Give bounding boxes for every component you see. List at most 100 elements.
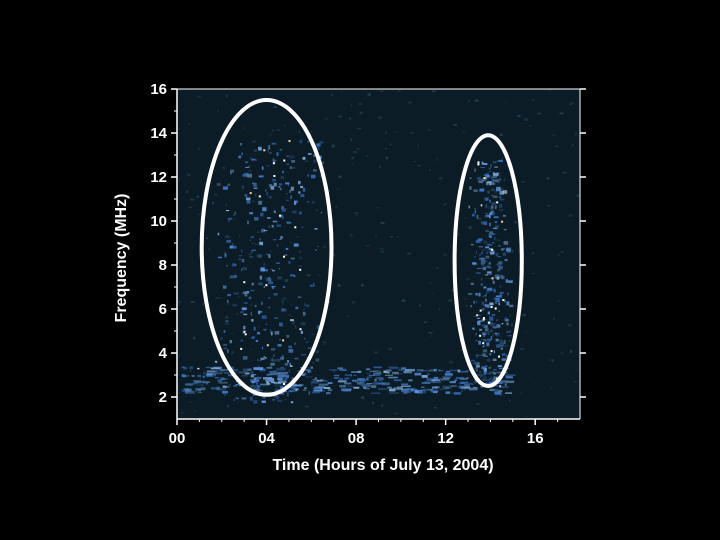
- emission-speck: [339, 385, 346, 388]
- emission-speck: [261, 315, 267, 319]
- emission-speck: [506, 301, 510, 306]
- noise-speck: [238, 295, 241, 298]
- emission-speck: [238, 371, 249, 374]
- emission-speck: [271, 331, 273, 336]
- emission-speck: [370, 392, 381, 394]
- emission-speck: [290, 401, 294, 404]
- emission-speck: [495, 189, 501, 191]
- noise-speck: [394, 413, 399, 415]
- noise-speck: [443, 203, 447, 206]
- noise-speck: [290, 386, 295, 388]
- emission-speck: [194, 381, 198, 385]
- noise-speck: [354, 212, 358, 214]
- emission-speck: [227, 183, 231, 186]
- emission-speck: [506, 374, 516, 376]
- emission-speck: [282, 391, 287, 393]
- emission-speck: [268, 281, 273, 285]
- emission-speck: [451, 385, 457, 387]
- emission-speck: [498, 160, 503, 162]
- noise-speck: [336, 188, 339, 191]
- noise-speck: [458, 232, 460, 236]
- emission-speck: [305, 369, 310, 372]
- noise-speck: [202, 303, 204, 306]
- emission-speck: [445, 387, 449, 389]
- emission-speck: [487, 181, 492, 186]
- emission-speck: [258, 310, 261, 315]
- emission-speck: [378, 379, 383, 382]
- emission-speck: [483, 368, 487, 372]
- emission-speck: [281, 300, 283, 303]
- emission-speck: [282, 308, 287, 312]
- noise-speck: [346, 315, 350, 318]
- emission-speck: [470, 243, 474, 246]
- emission-speck: [275, 395, 280, 400]
- emission-speck: [480, 257, 486, 260]
- emission-speck: [273, 210, 276, 214]
- noise-speck: [430, 335, 432, 337]
- emission-speck: [293, 243, 299, 247]
- emission-speck: [249, 212, 253, 215]
- emission-speck: [418, 390, 426, 394]
- emission-speck: [261, 400, 266, 403]
- emission-speck: [312, 379, 318, 381]
- emission-speck: [314, 386, 323, 389]
- emission-speck: [401, 385, 411, 387]
- emission-speck: [244, 172, 249, 177]
- emission-speck: [249, 157, 252, 159]
- noise-speck: [372, 401, 374, 405]
- emission-speck: [184, 388, 189, 391]
- emission-speck: [227, 294, 231, 297]
- emission-speck: [277, 377, 283, 381]
- emission-speck: [333, 374, 340, 376]
- noise-speck: [436, 157, 438, 161]
- emission-speck: [489, 388, 495, 391]
- emission-speck: [223, 347, 228, 350]
- noise-speck: [292, 155, 295, 159]
- noise-speck: [517, 114, 521, 118]
- noise-speck: [551, 359, 554, 362]
- noise-speck: [429, 282, 432, 284]
- emission-speck: [431, 379, 441, 382]
- emission-speck: [289, 386, 293, 388]
- emission-speck: [486, 175, 491, 178]
- emission-speck: [292, 382, 296, 386]
- emission-speck: [449, 381, 456, 384]
- emission-speck: [269, 372, 280, 376]
- emission-speck: [243, 313, 248, 316]
- emission-speck: [301, 354, 306, 356]
- emission-speck: [495, 207, 497, 209]
- noise-speck: [315, 350, 319, 353]
- noise-speck: [432, 90, 436, 93]
- emission-speck: [281, 208, 287, 212]
- noise-speck: [461, 349, 464, 352]
- noise-speck: [350, 104, 353, 107]
- emission-speck: [479, 376, 483, 378]
- emission-speck: [263, 357, 267, 360]
- bright-speck: [299, 268, 302, 271]
- emission-speck: [256, 382, 258, 385]
- emission-speck: [300, 330, 303, 334]
- emission-speck: [487, 271, 492, 273]
- emission-speck: [241, 185, 244, 189]
- noise-speck: [353, 151, 358, 154]
- bright-speck: [273, 175, 276, 177]
- noise-speck: [568, 324, 572, 327]
- noise-speck: [264, 277, 267, 280]
- emission-speck: [491, 323, 496, 326]
- emission-speck: [509, 330, 512, 333]
- bright-speck: [283, 382, 285, 385]
- emission-speck: [263, 377, 273, 380]
- emission-speck: [282, 392, 285, 395]
- emission-speck: [269, 184, 272, 187]
- emission-speck: [494, 332, 500, 335]
- emission-speck: [489, 215, 491, 219]
- noise-speck: [231, 333, 234, 335]
- noise-speck: [398, 89, 401, 92]
- emission-speck: [244, 293, 248, 297]
- emission-speck: [422, 382, 431, 384]
- noise-speck: [551, 134, 556, 136]
- emission-speck: [300, 185, 304, 189]
- noise-speck: [480, 278, 483, 281]
- emission-speck: [484, 355, 488, 357]
- emission-speck: [489, 377, 493, 381]
